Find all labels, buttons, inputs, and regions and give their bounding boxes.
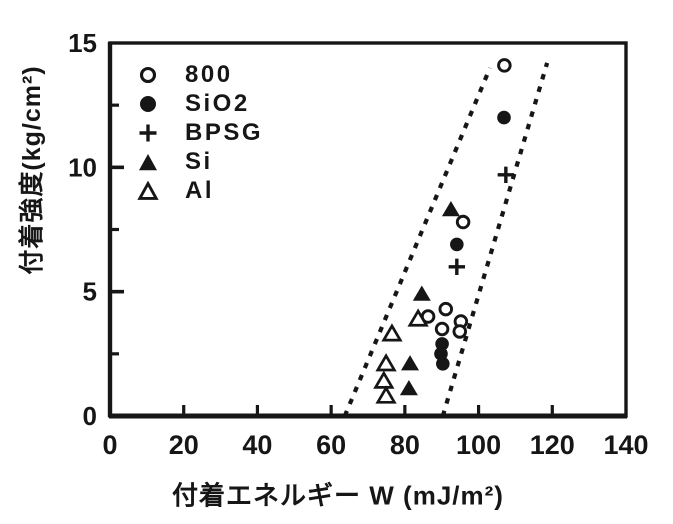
data-point-800 — [455, 214, 471, 230]
legend: 800 SiO2 BPSG Si Al — [135, 60, 263, 205]
data-point-800 — [497, 58, 512, 73]
x-tick-label: 120 — [530, 430, 575, 460]
y-tick-label: 10 — [68, 152, 97, 182]
legend-item-bpsg: BPSG — [135, 118, 263, 147]
legend-item-sio2: SiO2 — [135, 89, 263, 118]
x-tick-label: 40 — [242, 430, 272, 460]
x-tick-label: 100 — [456, 430, 501, 460]
legend-item-al: Al — [135, 176, 263, 205]
x-tick-label: 0 — [102, 430, 117, 460]
y-tick-label: 5 — [83, 277, 97, 307]
data-point-si — [399, 380, 418, 396]
data-point-si — [412, 285, 431, 301]
plus-icon — [135, 122, 161, 144]
x-tick-label: 140 — [603, 430, 648, 460]
legend-label: 800 — [185, 60, 233, 88]
data-point-bpsg — [497, 166, 515, 183]
filled-triangle-icon — [135, 151, 161, 173]
y-tick-label: 15 — [68, 28, 97, 58]
data-point-al — [375, 385, 397, 404]
data-point-si — [401, 355, 420, 371]
data-point-si — [441, 201, 460, 217]
data-point-sio2 — [435, 337, 449, 351]
y-tick-label: 0 — [83, 401, 97, 431]
legend-label: Al — [185, 176, 214, 204]
legend-label: SiO2 — [185, 89, 250, 117]
open-circle-icon — [135, 64, 161, 86]
data-point-800 — [434, 321, 450, 337]
data-point-sio2 — [450, 237, 464, 252]
y-axis-title: 付着強度(kg/cm²) — [18, 65, 46, 275]
data-point-bpsg — [448, 258, 466, 275]
legend-label: Si — [185, 147, 213, 175]
x-tick-label: 60 — [316, 430, 346, 460]
filled-circle-icon — [135, 93, 161, 115]
trend-band-line — [440, 62, 550, 417]
x-tick-label: 20 — [169, 430, 199, 460]
data-point-al — [375, 353, 397, 372]
legend-item-800: 800 — [135, 60, 263, 89]
data-point-800 — [452, 324, 468, 339]
trend-band-line — [342, 67, 492, 417]
x-axis-title: 付着エネルギー W (mJ/m²) — [172, 480, 504, 511]
legend-label: BPSG — [185, 118, 264, 146]
data-point-sio2 — [497, 110, 511, 125]
data-point-al — [407, 308, 429, 327]
data-point-sio2 — [436, 356, 450, 371]
data-point-800 — [438, 301, 454, 317]
data-point-al — [381, 323, 403, 342]
legend-item-si: Si — [135, 147, 263, 176]
x-tick-label: 80 — [390, 430, 420, 460]
data-point-al — [373, 370, 395, 389]
open-triangle-icon — [135, 180, 161, 202]
